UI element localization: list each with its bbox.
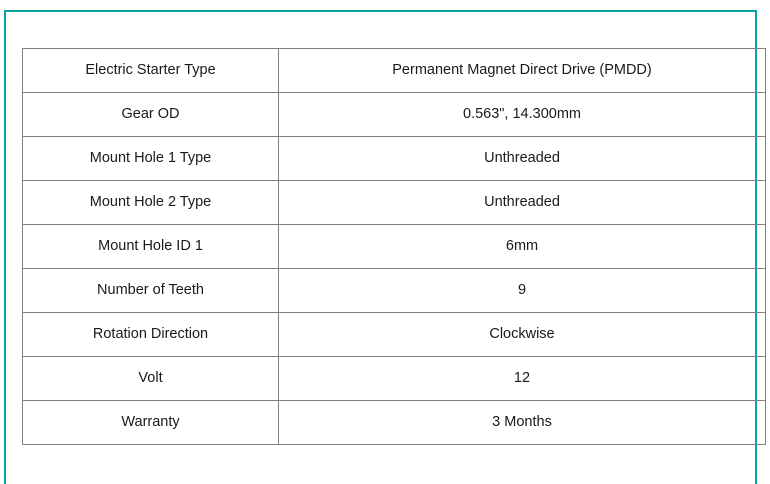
- spec-label-cell: Warranty: [22, 400, 279, 445]
- table-row: Volt 12: [22, 356, 766, 401]
- spec-value-cell: Permanent Magnet Direct Drive (PMDD): [278, 48, 766, 93]
- spec-value-cell: Unthreaded: [278, 180, 766, 225]
- spec-value-cell: 12: [278, 356, 766, 401]
- spec-value-cell: 9: [278, 268, 766, 313]
- table-row: Mount Hole 1 Type Unthreaded: [22, 136, 766, 181]
- spec-value-cell: 6mm: [278, 224, 766, 269]
- table-row: Gear OD 0.563", 14.300mm: [22, 92, 766, 137]
- spec-label-cell: Mount Hole 2 Type: [22, 180, 279, 225]
- table-row: Warranty 3 Months: [22, 400, 766, 445]
- specification-table-body: Electric Starter Type Permanent Magnet D…: [22, 48, 766, 445]
- spec-value-cell: 3 Months: [278, 400, 766, 445]
- spec-value-cell: Clockwise: [278, 312, 766, 357]
- spec-label-cell: Gear OD: [22, 92, 279, 137]
- table-row: Number of Teeth 9: [22, 268, 766, 313]
- table-row: Rotation Direction Clockwise: [22, 312, 766, 357]
- spec-label-cell: Volt: [22, 356, 279, 401]
- table-row: Mount Hole ID 1 6mm: [22, 224, 766, 269]
- spec-value-cell: 0.563", 14.300mm: [278, 92, 766, 137]
- spec-label-cell: Number of Teeth: [22, 268, 279, 313]
- spec-label-cell: Electric Starter Type: [22, 48, 279, 93]
- spec-label-cell: Mount Hole ID 1: [22, 224, 279, 269]
- spec-value-cell: Unthreaded: [278, 136, 766, 181]
- spec-label-cell: Mount Hole 1 Type: [22, 136, 279, 181]
- table-row: Electric Starter Type Permanent Magnet D…: [22, 48, 766, 93]
- specification-table: Electric Starter Type Permanent Magnet D…: [22, 48, 766, 445]
- spec-label-cell: Rotation Direction: [22, 312, 279, 357]
- table-row: Mount Hole 2 Type Unthreaded: [22, 180, 766, 225]
